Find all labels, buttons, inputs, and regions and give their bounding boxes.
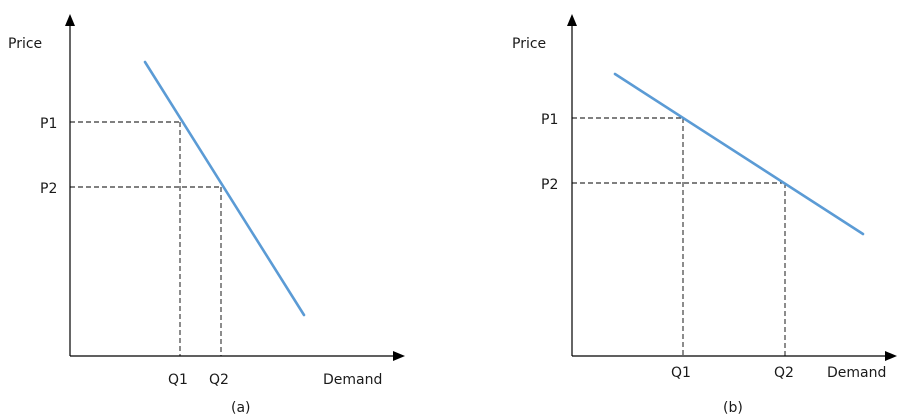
panel-b-y-axis-label: Price [512, 36, 546, 52]
panel-b-q2-label: Q2 [774, 365, 794, 381]
panel-a-demand-curve [143, 60, 306, 317]
panel-a-q2-label: Q2 [209, 372, 229, 388]
panel-a-x-axis-label: Demand [323, 372, 382, 388]
panel-b-p2-label: P2 [541, 177, 558, 193]
panel-b-y-axis-arrow [567, 14, 577, 26]
panel-a-q1-label: Q1 [168, 372, 188, 388]
panel-a-y-axis-arrow [65, 14, 75, 26]
panel-a-x-axis-arrow [393, 351, 405, 361]
panel-a: Price P1 P2 Q1 Q2 Demand (a) [8, 14, 405, 416]
panel-b-q1-label: Q1 [671, 365, 691, 381]
panel-a-p2-label: P2 [40, 181, 57, 197]
panel-b: Price P1 P2 Q1 Q2 Demand (b) [512, 14, 897, 416]
panel-a-y-axis-label: Price [8, 36, 42, 52]
panel-b-caption: (b) [723, 400, 743, 416]
panel-b-demand-curve [613, 72, 865, 236]
panel-b-x-axis-arrow [885, 351, 897, 361]
panel-b-p1-label: P1 [541, 112, 558, 128]
panel-a-caption: (a) [231, 400, 251, 416]
panel-a-p1-label: P1 [40, 116, 57, 132]
panel-b-x-axis-label: Demand [827, 365, 886, 381]
